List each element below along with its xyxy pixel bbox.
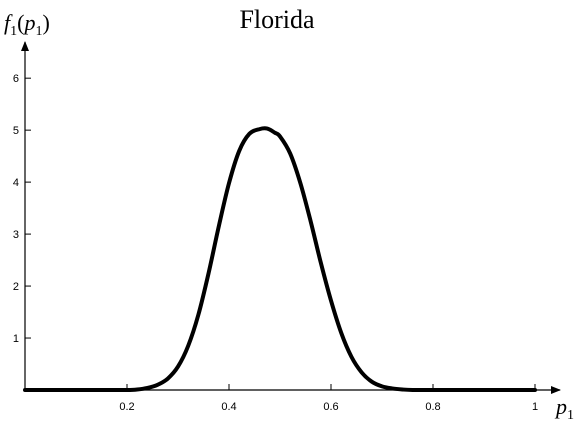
y-axis-label: f1(p1) <box>4 10 50 39</box>
chart-title: Florida <box>239 5 315 34</box>
x-tick-label: 1 <box>532 401 538 413</box>
y-tick-label: 4 <box>13 177 19 189</box>
y-tick-label: 3 <box>13 229 19 241</box>
y-tick-label: 6 <box>13 73 19 85</box>
x-tick-label: 0.6 <box>323 401 338 413</box>
x-tick-label: 0.4 <box>221 401 236 413</box>
y-tick-label: 1 <box>13 333 19 345</box>
x-tick-label: 0.2 <box>119 401 134 413</box>
x-tick-label: 0.8 <box>425 401 440 413</box>
x-axis-label: p1 <box>554 394 574 421</box>
density-curve <box>23 126 537 393</box>
y-tick-label: 2 <box>13 281 19 293</box>
y-tick-label: 5 <box>13 125 19 137</box>
